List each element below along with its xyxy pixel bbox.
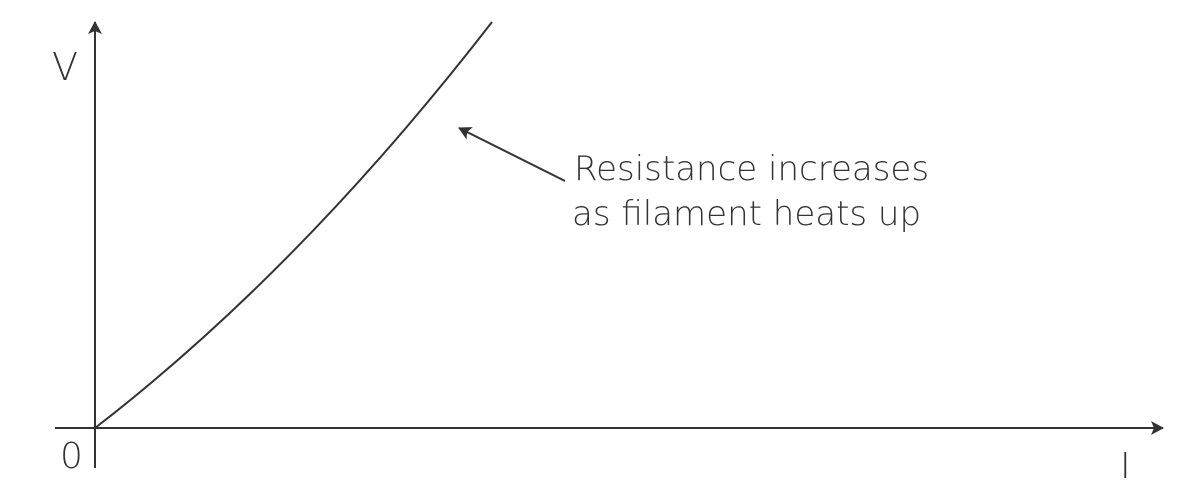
annotation-line-2: as filament heats up [572,194,921,234]
x-axis-label: I [1120,446,1131,487]
origin-label: 0 [60,436,83,477]
vi-curve [94,21,493,429]
annotation-line-1: Resistance increases [574,149,929,189]
y-axis-label: V [52,45,78,89]
annotation-arrow [458,127,566,182]
